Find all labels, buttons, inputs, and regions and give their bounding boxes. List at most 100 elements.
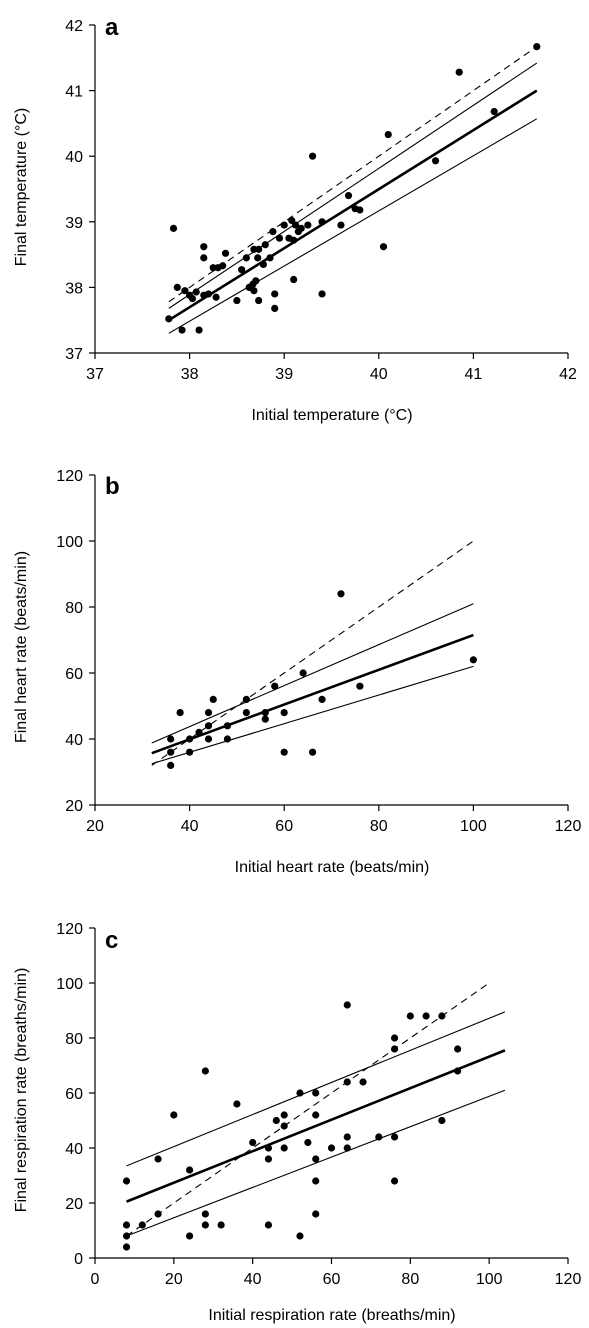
panel-c-data-point bbox=[327, 1144, 336, 1152]
panel-a-data-point bbox=[297, 224, 305, 232]
panel-a-data-point bbox=[266, 254, 274, 262]
panel-a-confidence-lower-line bbox=[168, 118, 538, 334]
panel-a-data-point bbox=[181, 287, 189, 295]
panel-b-y-tick-label: 120 bbox=[56, 468, 83, 485]
panel-a-y-tick-label: 41 bbox=[65, 84, 83, 101]
panel-a-data-point bbox=[204, 290, 213, 298]
panel-c-data-point bbox=[122, 1221, 131, 1229]
panel-c-data-point bbox=[122, 1232, 131, 1240]
panel-a-x-tick-label: 42 bbox=[559, 366, 577, 383]
panel-c-data-point bbox=[249, 1138, 257, 1147]
panel-b-identity-line bbox=[151, 540, 474, 766]
panel-a-y-tick-label: 42 bbox=[65, 18, 83, 35]
panel-b-confidence-lower-line bbox=[151, 665, 474, 765]
panel-b-data-point bbox=[204, 735, 213, 743]
panel-b-confidence-upper-line bbox=[151, 603, 474, 744]
panel-a-data-point bbox=[212, 293, 220, 301]
panel-b-data-point bbox=[356, 682, 364, 690]
panel-b-x-axis-label: Initial heart rate (beats/min) bbox=[235, 859, 430, 876]
panel-c-data-point bbox=[201, 1067, 209, 1075]
panel-c-x-tick-label: 0 bbox=[91, 1271, 100, 1288]
panel-b-data-point bbox=[209, 695, 217, 704]
panel-a-data-point bbox=[304, 221, 312, 229]
panel-a-data-point bbox=[308, 152, 317, 160]
panel-c-y-tick-label: 80 bbox=[65, 1031, 83, 1048]
panel-a-label: a bbox=[105, 14, 119, 41]
panel-c-data-point bbox=[201, 1210, 209, 1218]
panel-c-data-point bbox=[390, 1133, 399, 1141]
panel-b-data-point bbox=[280, 748, 288, 756]
panel-c-y-tick-label: 40 bbox=[65, 1141, 83, 1158]
panel-a-data-point bbox=[250, 287, 258, 295]
panel-c-data-point bbox=[312, 1210, 320, 1218]
panel-a-data-point bbox=[455, 68, 463, 76]
panel-a-data-point bbox=[290, 236, 298, 244]
panel-a-data-point bbox=[173, 283, 181, 291]
panel-a-regression-line bbox=[168, 89, 538, 322]
panel-a-y-tick-label: 40 bbox=[65, 149, 83, 166]
panel-a-x-axis-label: Initial temperature (°C) bbox=[251, 407, 412, 424]
panel-b-data-point bbox=[195, 728, 203, 737]
panel-b-x-tick-label: 60 bbox=[275, 818, 293, 835]
panel-a-data-point bbox=[195, 326, 203, 334]
panel-b-data-point bbox=[186, 735, 194, 743]
panel-c-data-point bbox=[280, 1144, 288, 1152]
panel-a-data-point bbox=[275, 234, 284, 242]
panel-a-y-tick-label: 39 bbox=[65, 215, 83, 232]
panel-a-data-point bbox=[165, 315, 173, 323]
panel-a-data-point bbox=[219, 262, 227, 270]
panel-a-data-point bbox=[269, 228, 277, 236]
panel-a-data-point bbox=[200, 254, 208, 262]
panel-c-data-point bbox=[390, 1177, 399, 1185]
panel-a-data-point bbox=[261, 241, 269, 249]
panel-a-data-point bbox=[259, 260, 267, 269]
panel-a-data-point bbox=[384, 130, 392, 139]
panel-a-y-tick-label: 38 bbox=[65, 280, 83, 297]
panel-c-data-point bbox=[375, 1133, 383, 1141]
panel-c-data-point bbox=[272, 1116, 280, 1125]
panel-a-identity-line bbox=[168, 46, 538, 303]
panel-c-data-point bbox=[264, 1155, 273, 1163]
panel-b-data-point bbox=[337, 590, 345, 598]
panel-c-data-point bbox=[343, 1144, 351, 1152]
panel-a-data-point bbox=[379, 243, 388, 251]
panel-c-identity-line bbox=[126, 982, 490, 1237]
panel-c-data-point bbox=[138, 1221, 146, 1229]
panel-a-data-point bbox=[533, 43, 541, 51]
panel-a-data-point bbox=[431, 157, 440, 165]
panel-c-data-point bbox=[296, 1089, 304, 1097]
panel-b-data-point bbox=[261, 709, 269, 717]
panel-c-y-tick-label: 100 bbox=[56, 976, 83, 993]
panel-c-data-point bbox=[312, 1089, 320, 1097]
panel-c-x-tick-label: 120 bbox=[555, 1271, 582, 1288]
panel-c-data-point bbox=[186, 1166, 194, 1174]
panel-a-data-point bbox=[221, 249, 230, 257]
panel-b-x-tick-label: 40 bbox=[181, 818, 199, 835]
panel-b-y-tick-label: 80 bbox=[65, 600, 83, 617]
panel-b-data-point bbox=[223, 735, 232, 743]
panel-b-label: b bbox=[105, 473, 120, 500]
panel-a-data-point bbox=[178, 326, 186, 334]
panel-a-data-point bbox=[290, 275, 298, 284]
panel-c-data-point bbox=[233, 1100, 241, 1108]
panel-a-data-point bbox=[188, 294, 197, 303]
panel-a-y-tick-label: 37 bbox=[65, 346, 83, 363]
panel-a-data-point bbox=[254, 254, 262, 262]
panel-a-data-point bbox=[271, 304, 279, 312]
panel-c-data-point bbox=[280, 1122, 288, 1130]
panel-c-label: c bbox=[105, 927, 118, 954]
panel-a-data-point bbox=[192, 288, 200, 296]
panel-b-x-tick-label: 100 bbox=[460, 818, 487, 835]
panel-c-data-point bbox=[154, 1210, 162, 1218]
panel-c-data-point bbox=[406, 1012, 414, 1020]
panel-c-data-point bbox=[304, 1138, 312, 1147]
panel-a-confidence-upper-line bbox=[168, 62, 538, 309]
panel-a-x-tick-label: 40 bbox=[370, 366, 388, 383]
panel-c-x-axis-label: Initial respiration rate (breaths/min) bbox=[208, 1307, 455, 1324]
panel-c-data-point bbox=[264, 1144, 273, 1152]
panel-a-data-point bbox=[252, 277, 260, 285]
panel-b-regression-line bbox=[151, 633, 474, 755]
panel-a: a Initial temperature (°C) Final tempera… bbox=[13, 14, 577, 424]
panel-a-data-point bbox=[255, 296, 263, 305]
panel-c-data-point bbox=[264, 1221, 273, 1229]
